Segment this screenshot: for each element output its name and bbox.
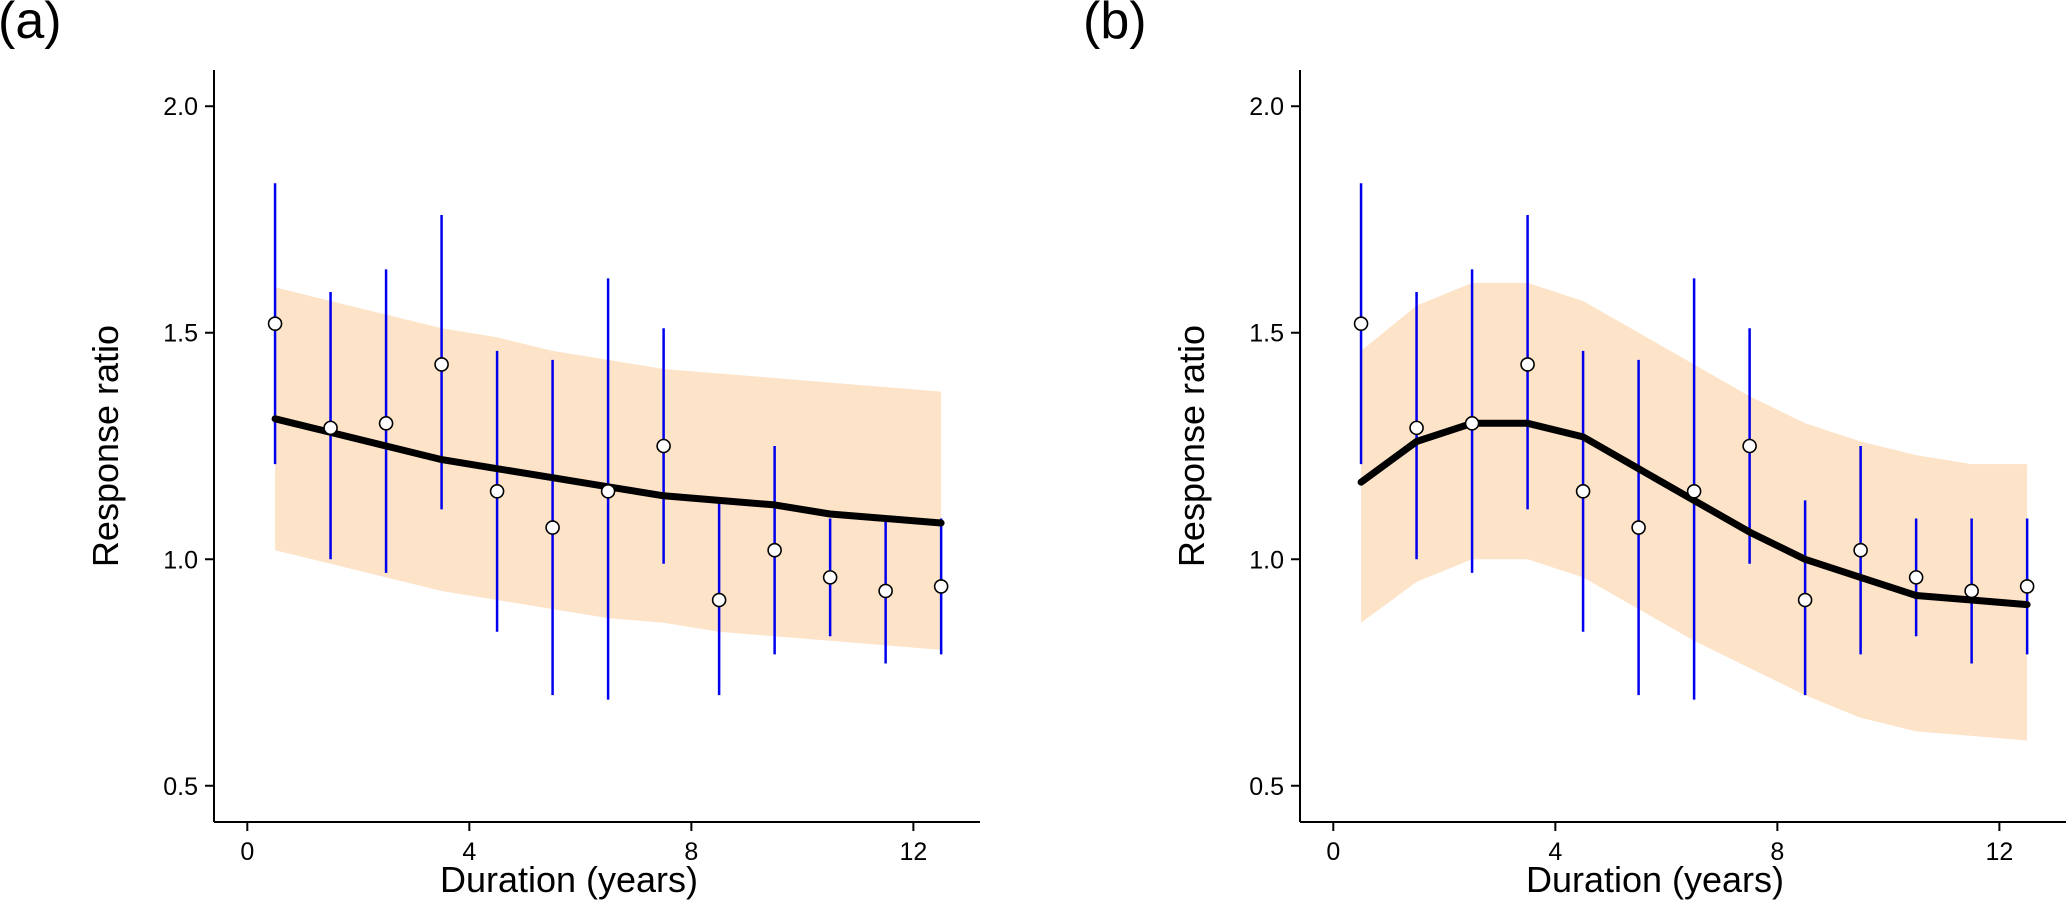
x-ticks: 0 4 8 12 <box>240 822 927 866</box>
y-tick-label: 0.5 <box>1249 773 1284 801</box>
y-tick-label: 1.5 <box>1249 320 1284 348</box>
data-point <box>434 357 449 372</box>
x-tick-label: 8 <box>684 838 698 866</box>
x-ticks: 0 4 8 12 <box>1326 822 2013 866</box>
y-tick-label: 2.0 <box>1249 93 1284 121</box>
x-tick-label: 0 <box>240 838 254 866</box>
data-point <box>1464 416 1480 431</box>
data-point <box>267 316 283 331</box>
panel-label: (a) <box>0 0 62 50</box>
data-point <box>822 570 838 585</box>
data-point <box>711 592 727 608</box>
data-point <box>1353 316 1369 331</box>
data-point <box>1631 520 1646 535</box>
plot-area: 0.5 1.0 1.5 2.0 0 4 8 12 Duration (years) Resp… <box>1171 70 2066 900</box>
x-tick-label: 4 <box>1548 838 1562 866</box>
y-tick-label: 1.0 <box>1249 546 1284 574</box>
points-layer <box>267 316 949 608</box>
panel-b: (b) 0.5 1.0 1.5 2.0 0 4 8 12 Duration (years) … <box>1083 0 2066 900</box>
data-point <box>1797 592 1813 608</box>
data-point <box>656 438 671 454</box>
y-tick-label: 0.5 <box>163 773 198 801</box>
data-point <box>600 484 616 499</box>
points-layer <box>1353 316 2035 608</box>
data-point <box>1742 438 1757 454</box>
panel-label: (b) <box>1083 0 1147 50</box>
x-axis-title: Duration (years) <box>440 859 698 900</box>
data-point <box>1964 583 1979 599</box>
data-point <box>1409 420 1424 436</box>
y-ticks: 0.5 1.0 1.5 2.0 <box>163 93 214 801</box>
data-point <box>1686 484 1702 499</box>
x-tick-label: 12 <box>1985 838 2013 866</box>
data-point <box>878 583 893 599</box>
data-point <box>2019 579 2035 594</box>
x-tick-label: 8 <box>1770 838 1784 866</box>
x-tick-label: 0 <box>1326 838 1340 866</box>
data-point <box>767 542 782 558</box>
data-point <box>489 484 505 499</box>
data-point <box>378 416 394 431</box>
data-point <box>1575 484 1591 499</box>
data-point <box>1908 570 1924 585</box>
y-tick-label: 1.0 <box>163 546 198 574</box>
x-tick-label: 12 <box>899 838 927 866</box>
y-tick-label: 1.5 <box>163 320 198 348</box>
x-tick-label: 4 <box>462 838 476 866</box>
y-axis-title: Response ratio <box>1171 325 1212 567</box>
data-point <box>545 520 560 535</box>
y-axis-title: Response ratio <box>85 325 126 567</box>
panel-a: (a) 0.5 1.0 1.5 2.0 0 4 8 12 Duration (years) … <box>0 0 980 900</box>
y-ticks: 0.5 1.0 1.5 2.0 <box>1249 93 1300 801</box>
data-point <box>933 579 949 594</box>
data-point <box>1520 357 1535 372</box>
data-point <box>1853 542 1868 558</box>
data-point <box>323 420 338 436</box>
plot-area: 0.5 1.0 1.5 2.0 0 4 8 12 Duration (years) Resp… <box>85 70 980 900</box>
y-tick-label: 2.0 <box>163 93 198 121</box>
x-axis-title: Duration (years) <box>1526 859 1784 900</box>
